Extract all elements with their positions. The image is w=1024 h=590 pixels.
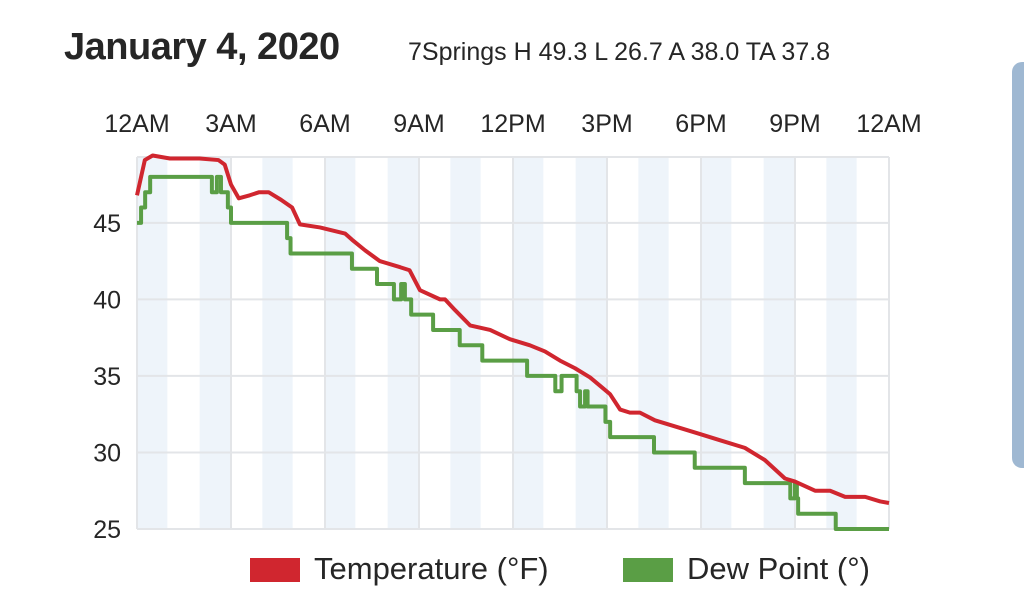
chart-title: January 4, 2020 [64,26,340,68]
hour-band [638,157,669,529]
hour-band [325,157,356,529]
hour-band [387,157,418,529]
x-tick-label: 12PM [480,110,545,138]
y-tick-label: 40 [93,286,121,314]
hour-band [701,157,732,529]
x-tick-label: 6PM [675,110,726,138]
x-tick-label: 3AM [205,110,256,138]
x-tick-label: 9AM [393,110,444,138]
y-tick-label: 45 [93,210,121,238]
hour-band [826,157,857,529]
x-tick-label: 12AM [856,110,921,138]
hour-band [450,157,481,529]
legend-label-dew-point: Dew Point (°) [687,551,870,586]
temperature-line [135,153,890,505]
legend-label-temperature: Temperature (°F) [314,551,549,586]
x-tick-label: 6AM [299,110,350,138]
x-tick-label: 9PM [769,110,820,138]
dew-point-line [137,174,889,531]
y-tick-label: 30 [93,439,121,467]
chart-subtitle: 7Springs H 49.3 L 26.7 A 38.0 TA 37.8 [408,38,831,66]
hour-band [763,157,794,529]
x-tick-label: 3PM [581,110,632,138]
y-tick-label: 25 [93,516,121,544]
x-tick-label: 12AM [104,110,169,138]
hour-band [199,157,230,529]
hour-band [262,157,293,529]
legend-swatch-temperature [250,558,300,582]
legend-swatch-dew-point [623,558,673,582]
y-tick-label: 35 [93,363,121,391]
side-panel-scroll-handle[interactable] [1012,62,1024,468]
hour-band [575,157,606,529]
